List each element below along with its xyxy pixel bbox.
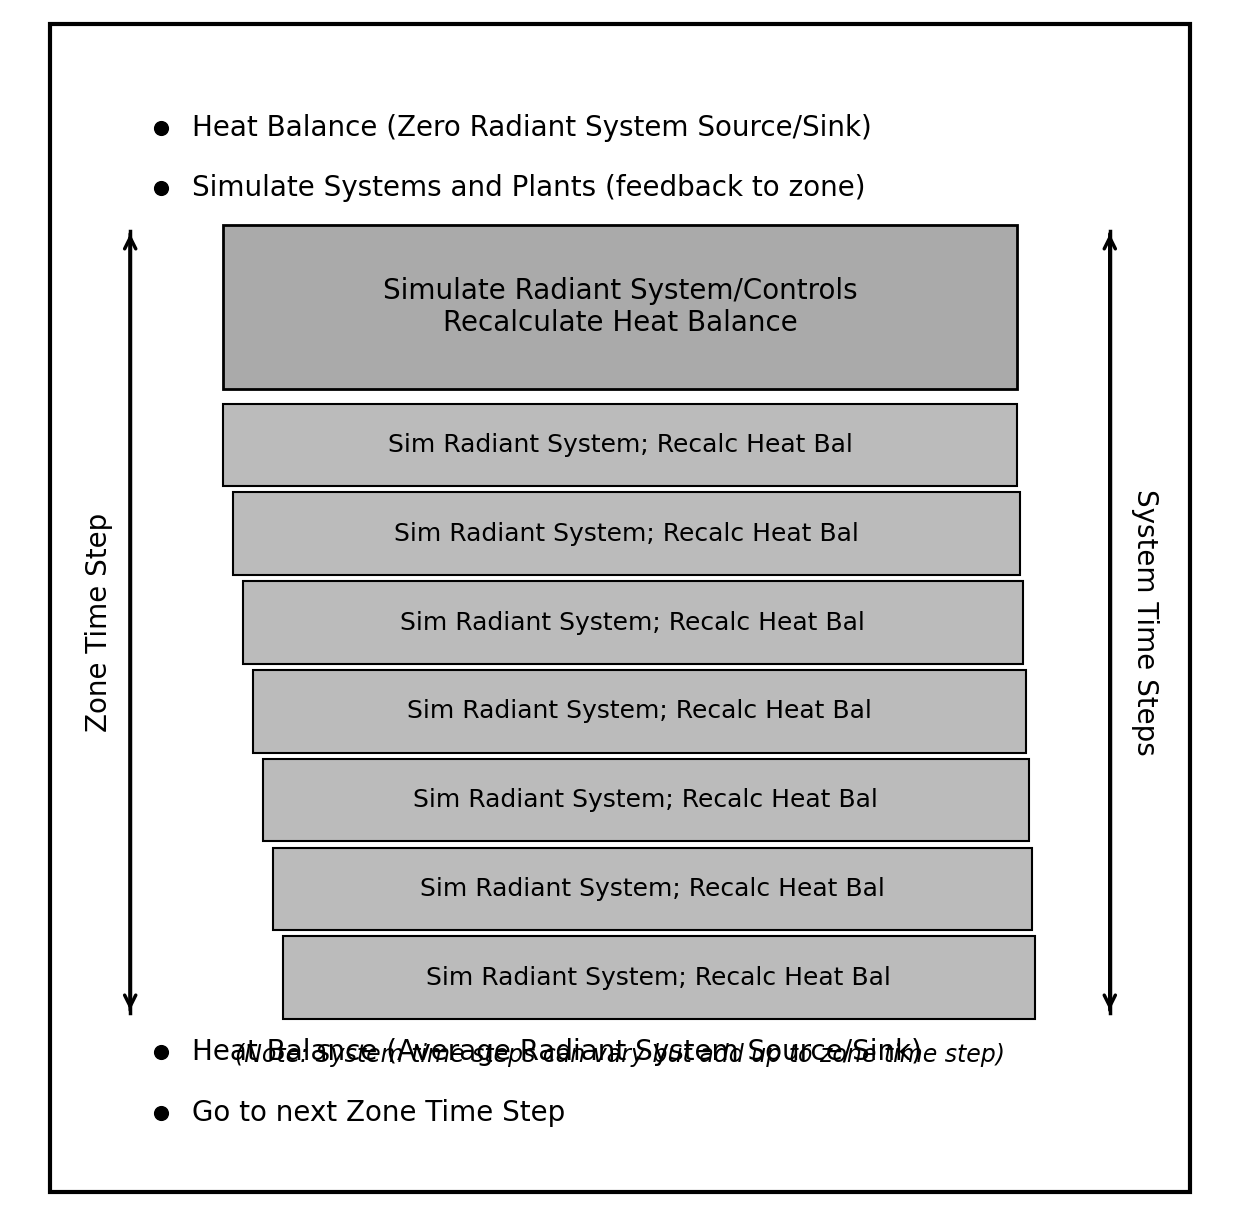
- FancyBboxPatch shape: [243, 581, 1023, 664]
- Text: Go to next Zone Time Step: Go to next Zone Time Step: [192, 1098, 565, 1127]
- Text: (Note: System time steps can vary but add up to zone time step): (Note: System time steps can vary but ad…: [236, 1043, 1004, 1068]
- Text: Simulate Systems and Plants (feedback to zone): Simulate Systems and Plants (feedback to…: [192, 174, 866, 203]
- Text: Sim Radiant System; Recalc Heat Bal: Sim Radiant System; Recalc Heat Bal: [394, 522, 859, 546]
- Text: System Time Steps: System Time Steps: [1131, 489, 1158, 755]
- FancyBboxPatch shape: [283, 936, 1034, 1019]
- Text: Simulate Radiant System/Controls
Recalculate Heat Balance: Simulate Radiant System/Controls Recalcu…: [383, 277, 857, 337]
- Text: Sim Radiant System; Recalc Heat Bal: Sim Radiant System; Recalc Heat Bal: [427, 966, 892, 990]
- Text: Sim Radiant System; Recalc Heat Bal: Sim Radiant System; Recalc Heat Bal: [420, 877, 884, 901]
- FancyBboxPatch shape: [273, 848, 1032, 930]
- Text: Heat Balance (Zero Radiant System Source/Sink): Heat Balance (Zero Radiant System Source…: [192, 113, 872, 142]
- Text: Sim Radiant System; Recalc Heat Bal: Sim Radiant System; Recalc Heat Bal: [401, 610, 866, 635]
- Text: Zone Time Step: Zone Time Step: [86, 512, 113, 732]
- FancyBboxPatch shape: [253, 670, 1025, 753]
- Text: Sim Radiant System; Recalc Heat Bal: Sim Radiant System; Recalc Heat Bal: [413, 788, 878, 812]
- FancyBboxPatch shape: [233, 492, 1019, 575]
- Text: Sim Radiant System; Recalc Heat Bal: Sim Radiant System; Recalc Heat Bal: [388, 433, 852, 457]
- FancyBboxPatch shape: [263, 759, 1029, 841]
- FancyBboxPatch shape: [223, 404, 1017, 486]
- Text: Sim Radiant System; Recalc Heat Bal: Sim Radiant System; Recalc Heat Bal: [407, 699, 872, 724]
- FancyBboxPatch shape: [50, 24, 1190, 1192]
- Text: Heat Balance (Average Radiant System Source/Sink): Heat Balance (Average Radiant System Sou…: [192, 1037, 923, 1066]
- FancyBboxPatch shape: [223, 225, 1017, 389]
